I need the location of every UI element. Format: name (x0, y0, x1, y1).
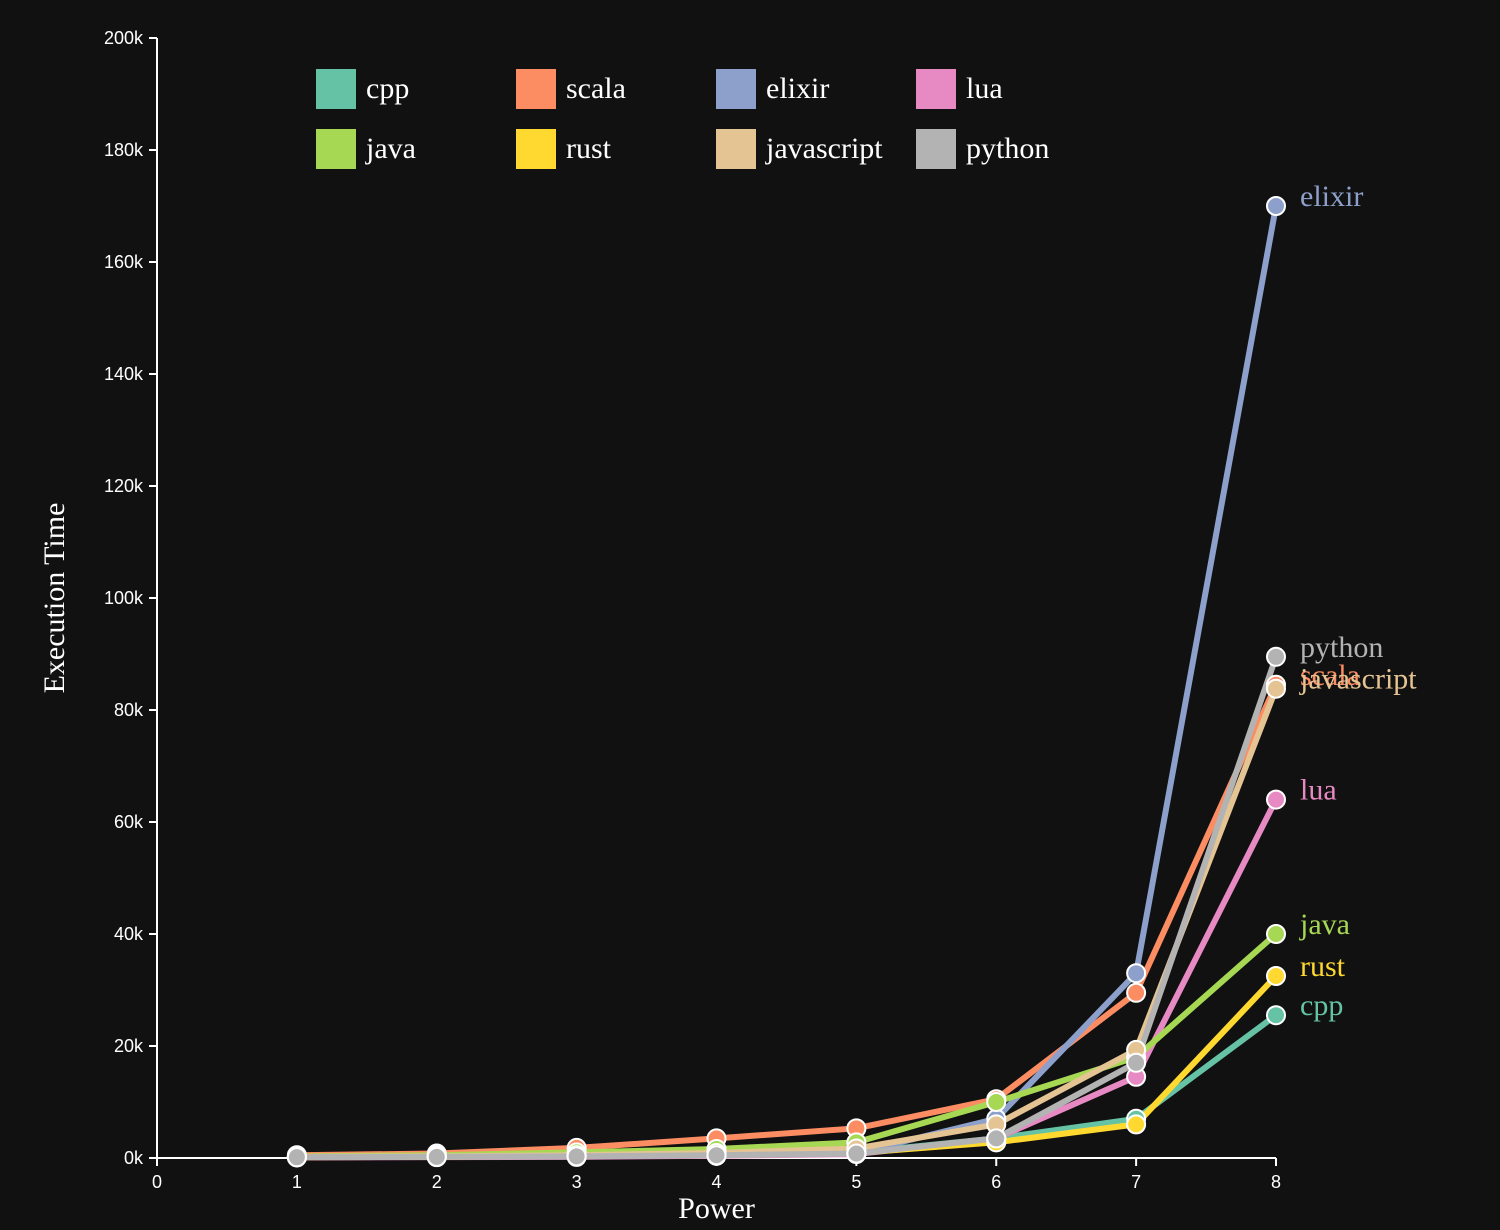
data-point-python (846, 1143, 867, 1164)
legend-label-scala: scala (566, 72, 626, 105)
x-tick-label: 4 (711, 1172, 721, 1192)
y-tick-label: 140k (104, 364, 144, 384)
series-line-javascript (293, 685, 1279, 1160)
y-tick-label: 60k (114, 812, 144, 832)
data-point-python (1126, 1052, 1147, 1073)
legend-swatch-java (316, 129, 356, 169)
series-line-python (293, 653, 1279, 1161)
series-line-scala (293, 681, 1279, 1159)
legend: cpp scala elixir lua java rust javascript pytho… (316, 69, 1049, 169)
x-tick-label: 0 (152, 1172, 162, 1192)
data-point-python (986, 1128, 1007, 1149)
x-tick-label: 6 (991, 1172, 1001, 1192)
end-label-java: java (1299, 908, 1350, 941)
x-tick-label: 5 (851, 1172, 861, 1192)
series-lines (293, 203, 1279, 1161)
x-axis-title: Power (678, 1192, 755, 1225)
legend-swatch-javascript (716, 129, 756, 169)
legend-swatch-scala (516, 69, 556, 109)
y-tick-label: 100k (104, 588, 144, 608)
data-point-python (1266, 646, 1286, 667)
x-tick-label: 8 (1271, 1172, 1281, 1192)
x-tick-label: 2 (432, 1172, 442, 1192)
y-tick-label: 180k (104, 140, 144, 160)
data-point-cpp (1266, 1005, 1286, 1026)
y-tick-label: 160k (104, 252, 144, 272)
legend-label-java: java (365, 132, 416, 165)
series-line-elixir (293, 203, 1279, 1161)
data-point-javascript (1266, 678, 1286, 699)
legend-swatch-lua (916, 69, 956, 109)
end-label-rust: rust (1300, 950, 1346, 983)
data-point-java (1266, 924, 1286, 944)
y-tick-label: 0k (124, 1148, 144, 1168)
legend-label-cpp: cpp (366, 72, 409, 105)
legend-label-elixir: elixir (766, 72, 829, 105)
x-tick-label: 1 (292, 1172, 302, 1192)
series-end-labels: cpp scala elixir lua java rust javascriptpytho… (1299, 180, 1417, 1022)
y-tick-label: 120k (104, 476, 144, 496)
legend-label-javascript: javascript (765, 132, 883, 165)
end-label-cpp: cpp (1300, 989, 1343, 1022)
data-point-rust (1266, 966, 1286, 986)
legend-label-lua: lua (966, 72, 1003, 105)
end-label-lua: lua (1300, 774, 1337, 807)
legend-label-rust: rust (566, 132, 612, 165)
data-point-rust (1126, 1114, 1147, 1135)
axes: 0k 20k 40k 60k 80k 100k 120k 140k 160k 180k 200k 0 1… (104, 28, 1281, 1192)
end-label-elixir: elixir (1300, 180, 1363, 213)
x-tick-label: 3 (572, 1172, 582, 1192)
y-tick-label: 20k (114, 1036, 144, 1056)
legend-swatch-cpp (316, 69, 356, 109)
x-tick-label: 7 (1131, 1172, 1141, 1192)
y-tick-label: 200k (104, 28, 144, 48)
legend-label-python: python (966, 132, 1049, 165)
legend-swatch-elixir (716, 69, 756, 109)
end-label-python: python (1300, 631, 1383, 664)
data-point-java (986, 1092, 1007, 1112)
end-label-javascript: javascript (1299, 663, 1417, 696)
data-point-elixir (1126, 963, 1147, 984)
y-tick-label: 80k (114, 700, 144, 720)
data-point-scala (1126, 982, 1147, 1003)
y-axis-title: Execution Time (38, 503, 71, 694)
data-point-python (706, 1145, 727, 1166)
data-point-lua (1266, 789, 1286, 810)
data-point-elixir (1266, 196, 1286, 216)
data-point-python (286, 1147, 307, 1168)
legend-swatch-rust (516, 129, 556, 169)
series-points (286, 196, 1286, 1168)
data-point-python (566, 1146, 587, 1167)
y-tick-label: 40k (114, 924, 144, 944)
end-label-scala: scala (1300, 659, 1360, 692)
legend-swatch-python (916, 129, 956, 169)
data-point-python (426, 1146, 447, 1167)
